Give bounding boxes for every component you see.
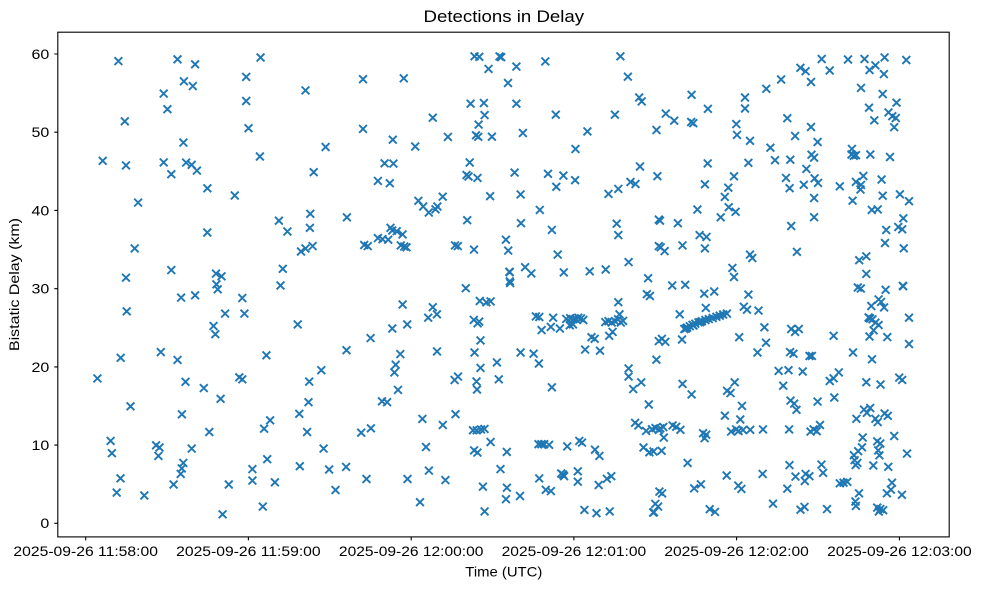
svg-text:2025-09-26 12:03:00: 2025-09-26 12:03:00 [827,543,972,559]
svg-text:20: 20 [32,359,50,375]
svg-text:30: 30 [32,281,50,297]
svg-text:2025-09-26 12:01:00: 2025-09-26 12:01:00 [502,543,647,559]
svg-text:2025-09-26 11:58:00: 2025-09-26 11:58:00 [13,543,158,559]
svg-text:0: 0 [40,515,49,531]
svg-text:Time (UTC): Time (UTC) [465,564,542,580]
svg-text:2025-09-26 12:00:00: 2025-09-26 12:00:00 [339,543,484,559]
svg-text:50: 50 [32,124,50,140]
svg-text:10: 10 [32,437,50,453]
svg-text:2025-09-26 12:02:00: 2025-09-26 12:02:00 [664,543,809,559]
svg-text:Detections in Delay: Detections in Delay [424,7,585,26]
svg-text:60: 60 [32,46,50,62]
svg-text:Bistatic Delay (km): Bistatic Delay (km) [6,218,22,351]
svg-text:2025-09-26 11:59:00: 2025-09-26 11:59:00 [176,543,321,559]
svg-text:40: 40 [32,202,50,218]
